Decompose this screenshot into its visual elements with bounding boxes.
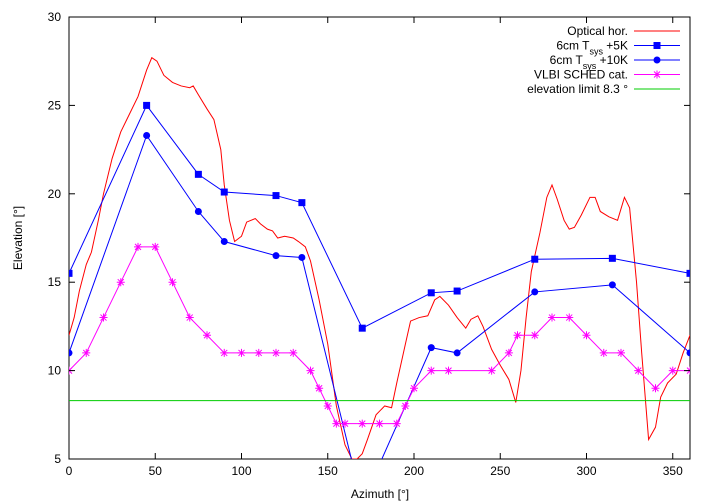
- y-tick-label: 30: [48, 10, 62, 24]
- legend-label: Optical hor.: [567, 24, 628, 38]
- marker: [599, 348, 608, 357]
- marker: [298, 199, 306, 207]
- marker: [453, 349, 461, 357]
- marker: [298, 253, 306, 261]
- marker: [668, 366, 677, 375]
- marker: [143, 101, 151, 109]
- marker: [194, 207, 202, 215]
- marker: [453, 287, 461, 295]
- marker: [513, 331, 522, 340]
- marker: [358, 419, 367, 428]
- marker: [608, 254, 616, 262]
- marker: [116, 278, 125, 287]
- marker: [254, 348, 263, 357]
- marker: [565, 313, 574, 322]
- legend-label: VLBI SCHED cat.: [534, 68, 628, 82]
- marker: [392, 419, 401, 428]
- legend-label: elevation limit 8.3 °: [527, 82, 628, 96]
- marker: [272, 192, 280, 200]
- legend-marker: [653, 70, 661, 79]
- marker: [151, 242, 160, 251]
- marker: [686, 269, 690, 277]
- plot-frame: [68, 16, 691, 460]
- marker: [444, 366, 453, 375]
- series-line: [69, 56, 690, 459]
- y-tick-label: 10: [48, 364, 62, 378]
- series-line: [69, 134, 690, 459]
- x-tick-label: 50: [149, 464, 163, 478]
- marker: [220, 348, 229, 357]
- marker: [220, 188, 228, 196]
- marker: [323, 401, 332, 410]
- marker: [651, 384, 660, 393]
- marker: [358, 324, 366, 332]
- x-tick-label: 100: [231, 464, 251, 478]
- marker: [315, 384, 324, 393]
- legend-label: 6cm Tsys +10K: [550, 53, 628, 71]
- marker: [272, 348, 280, 357]
- marker: [289, 348, 298, 357]
- marker: [548, 313, 556, 322]
- marker: [427, 289, 435, 297]
- marker: [203, 331, 211, 340]
- marker: [608, 281, 616, 289]
- marker: [272, 252, 280, 260]
- marker: [306, 366, 315, 375]
- marker: [134, 242, 142, 251]
- series-line: [69, 246, 690, 425]
- x-tick-label: 0: [66, 464, 73, 478]
- marker: [194, 170, 202, 178]
- y-tick-label: 5: [54, 452, 61, 466]
- marker: [220, 238, 228, 246]
- marker: [582, 331, 591, 340]
- marker: [427, 366, 436, 375]
- marker: [69, 269, 73, 277]
- plot-area: [69, 56, 690, 459]
- x-tick-label: 250: [490, 464, 510, 478]
- marker: [686, 349, 690, 357]
- marker: [634, 366, 643, 375]
- marker: [99, 313, 108, 322]
- marker: [617, 348, 625, 357]
- marker: [530, 331, 539, 340]
- x-tick-label: 350: [663, 464, 683, 478]
- series-line: [69, 104, 690, 329]
- y-tick-label: 25: [48, 98, 62, 112]
- marker: [143, 131, 151, 139]
- marker: [341, 419, 349, 428]
- marker: [504, 348, 513, 357]
- marker: [487, 366, 496, 375]
- marker: [531, 288, 539, 296]
- legend-marker: [653, 56, 661, 64]
- marker: [531, 255, 539, 263]
- y-tick-label: 20: [48, 187, 62, 201]
- marker: [168, 278, 177, 287]
- marker: [401, 401, 410, 410]
- marker: [69, 349, 73, 357]
- y-tick-label: 15: [48, 275, 62, 289]
- marker: [375, 419, 384, 428]
- x-tick-label: 300: [576, 464, 596, 478]
- y-axis-label: Elevation [°]: [11, 206, 25, 270]
- x-tick-label: 150: [318, 464, 338, 478]
- marker: [82, 348, 91, 357]
- marker: [237, 348, 246, 357]
- legend-label: 6cm Tsys +5K: [556, 39, 628, 57]
- legend-marker: [653, 42, 661, 49]
- marker: [410, 384, 418, 393]
- x-axis-label: Azimuth [°]: [351, 487, 409, 501]
- marker: [332, 419, 341, 428]
- x-tick-label: 200: [404, 464, 424, 478]
- marker: [185, 313, 194, 322]
- marker: [427, 344, 435, 352]
